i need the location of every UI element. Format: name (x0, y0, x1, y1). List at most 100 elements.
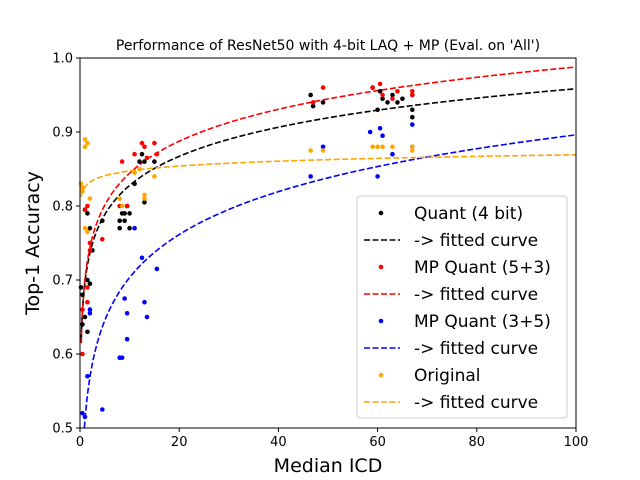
data-point (154, 151, 160, 157)
data-point (80, 185, 85, 190)
fitted-curve-line (80, 66, 577, 344)
data-point (380, 92, 385, 98)
data-point (395, 89, 400, 94)
data-point (142, 159, 147, 164)
data-point (80, 322, 85, 327)
legend-label: MP Quant (5+3) (414, 258, 551, 278)
legend-marker (378, 372, 384, 378)
data-point (375, 144, 380, 150)
data-point (124, 203, 130, 209)
data-point (87, 240, 93, 246)
data-point (377, 89, 383, 94)
data-point (100, 218, 105, 224)
data-point (390, 151, 395, 157)
data-point (132, 181, 137, 187)
data-point (100, 237, 105, 242)
data-point (152, 140, 157, 146)
data-point (144, 155, 150, 161)
data-point (390, 144, 395, 150)
data-point (380, 96, 385, 101)
data-point (139, 151, 145, 157)
data-point (119, 203, 125, 209)
data-point (137, 159, 142, 164)
data-point (142, 144, 147, 150)
data-point (100, 407, 105, 412)
data-point (82, 207, 88, 212)
data-point (80, 188, 85, 194)
data-point (310, 103, 316, 109)
data-point (320, 144, 326, 150)
x-tick-label: 0 (76, 435, 84, 450)
legend-label: -> fitted curve (414, 231, 538, 251)
data-point (139, 140, 145, 146)
x-tick-label: 20 (171, 435, 188, 450)
data-point (390, 96, 395, 101)
data-point (320, 100, 326, 105)
data-point (87, 196, 93, 201)
data-point (85, 203, 90, 209)
legend-label: Original (414, 366, 481, 386)
data-point (142, 200, 147, 205)
legend: Quant (4 bit) -> fitted curve MP Quant (5+… (356, 195, 568, 419)
legend-frame (356, 195, 568, 419)
data-point (85, 299, 90, 305)
data-point (320, 85, 326, 90)
x-tick-label: 100 (564, 435, 589, 450)
data-point (124, 336, 130, 342)
data-point (320, 148, 326, 153)
data-point (127, 225, 132, 231)
data-point (117, 225, 122, 231)
data-point (400, 96, 405, 101)
fitted-curve-line (83, 134, 577, 428)
data-point (370, 85, 375, 90)
data-point (375, 107, 380, 113)
data-point (377, 81, 383, 87)
y-tick-label: 1.0 (52, 52, 73, 67)
fitted-curve-line (80, 87, 577, 341)
data-point (87, 311, 93, 316)
data-point (410, 107, 415, 113)
y-tick-label: 0.6 (52, 348, 73, 363)
data-point (142, 192, 147, 198)
legend-marker (378, 264, 384, 270)
legend-label: MP Quant (3+5) (414, 312, 551, 332)
data-point (410, 148, 415, 153)
data-point (367, 129, 373, 135)
legend-label: -> fitted curve (414, 285, 538, 305)
data-point (375, 174, 380, 179)
data-point (85, 140, 90, 146)
data-point (152, 174, 157, 179)
data-point (142, 299, 147, 305)
data-point (87, 307, 93, 312)
data-point (380, 144, 385, 150)
axis-ticks: 0 20 40 60 80 100 0.5 0.6 0.7 0.8 0.9 1.0 (52, 52, 588, 451)
data-point (87, 248, 93, 253)
legend-label: -> fitted curve (414, 339, 538, 359)
data-point (85, 229, 90, 235)
data-point (119, 159, 125, 164)
data-point (310, 100, 316, 105)
fit-curves (80, 66, 577, 428)
data-point (85, 373, 90, 379)
data-point (82, 144, 88, 150)
data-point (85, 277, 90, 283)
data-point (124, 311, 130, 316)
data-point (117, 218, 122, 224)
chart-title: Performance of ResNet50 with 4-bit LAQ +… (116, 38, 540, 54)
data-point (410, 89, 415, 94)
x-tick-label: 60 (369, 435, 386, 450)
data-point (117, 196, 122, 201)
data-point (410, 114, 415, 120)
data-point (87, 225, 93, 231)
data-point (410, 144, 415, 150)
data-point (85, 211, 90, 216)
data-point (132, 225, 137, 231)
data-point (82, 314, 88, 320)
data-point (152, 159, 157, 164)
data-point (380, 133, 385, 138)
data-point (132, 151, 137, 157)
data-point (80, 307, 85, 312)
data-point (82, 225, 88, 231)
y-tick-label: 0.7 (52, 274, 73, 289)
data-point (119, 355, 125, 361)
